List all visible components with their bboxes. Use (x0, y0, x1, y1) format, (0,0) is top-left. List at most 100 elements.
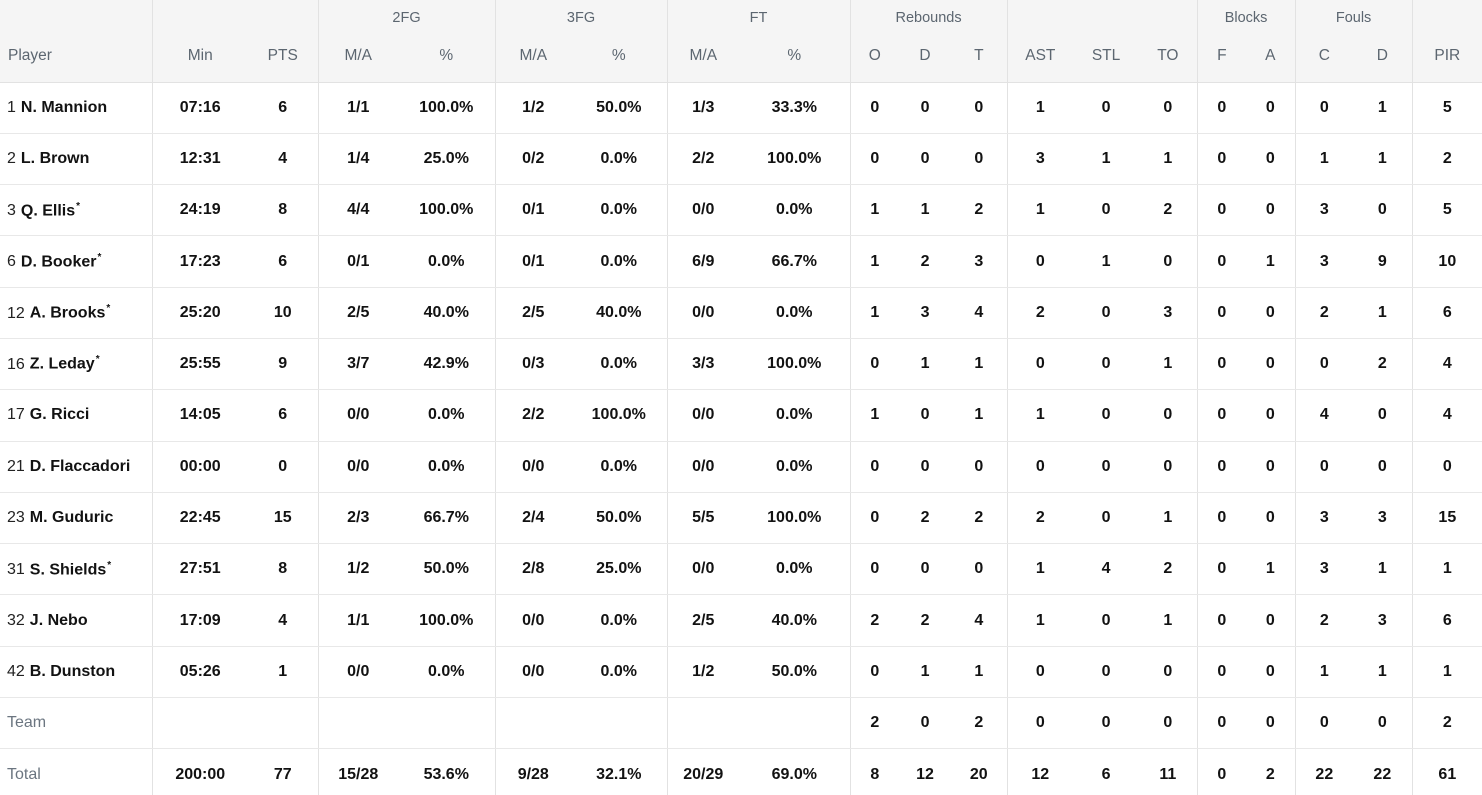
cell-2fg-pct: 100.0% (398, 594, 496, 647)
cell-reb-t: 0 (951, 441, 1008, 493)
cell-foul-c: 0 (1294, 697, 1354, 750)
player-name-cell: 31 S. Shields* (0, 543, 152, 596)
cell-min: 24:19 (151, 184, 248, 237)
row-label-cell: Total (0, 748, 152, 795)
col-header-min: Min (151, 30, 248, 83)
cell-stl: 0 (1073, 646, 1140, 699)
cell-pts: 6 (248, 389, 318, 442)
player-name: N. Mannion (20, 98, 108, 116)
cell-ast: 0 (1006, 646, 1074, 699)
player-name-cell: 23 M. Guduric (0, 492, 152, 545)
cell-blk-a: 0 (1246, 697, 1296, 750)
cell-blk-f: 0 (1196, 389, 1247, 442)
cell-to: 0 (1139, 235, 1198, 288)
group-header-2fg: 2FG (317, 0, 496, 30)
cell-foul-d: 1 (1353, 543, 1413, 596)
col-header-3fg-ma: M/A (494, 30, 572, 83)
cell-reb-d: 1 (899, 184, 952, 237)
player-number: 31 (7, 560, 25, 578)
col-header-2fg-ma: M/A (317, 30, 398, 83)
group-header-fouls: Fouls (1294, 0, 1413, 30)
player-row: 21 D. Flaccadori 00:00 0 0/0 0.0% 0/0 0.0% 0/0 0.… (0, 441, 1482, 493)
cell-blk-f: 0 (1196, 82, 1247, 134)
cell-blk-a: 1 (1246, 543, 1296, 596)
cell-blk-a: 0 (1246, 133, 1296, 186)
cell-pts: 10 (248, 287, 318, 339)
cell-2fg-ma: 1/1 (317, 594, 398, 647)
cell-2fg-ma: 1/4 (317, 133, 398, 186)
group-header-blank-mid (1006, 0, 1198, 30)
cell-reb-t: 0 (951, 82, 1008, 134)
cell-min: 12:31 (151, 133, 248, 186)
player-row: 31 S. Shields* 27:51 8 1/2 50.0% 2/8 25.0% 0/0 0.… (0, 543, 1482, 596)
group-header-rebounds: Rebounds (849, 0, 1008, 30)
cell-blk-f: 0 (1196, 133, 1247, 186)
cell-3fg-ma: 0/1 (494, 184, 572, 237)
cell-foul-d: 9 (1353, 235, 1413, 288)
col-header-blk-a: A (1246, 30, 1296, 83)
cell-blk-a: 0 (1246, 594, 1296, 647)
cell-blk-f: 0 (1196, 235, 1247, 288)
cell-ast: 1 (1006, 594, 1074, 647)
cell-blk-a: 0 (1246, 338, 1296, 391)
cell-3fg-ma: 2/4 (494, 492, 572, 545)
cell-2fg-pct: 53.6% (398, 748, 496, 795)
player-name-cell: 2 L. Brown (0, 133, 152, 186)
col-header-foul-d: D (1353, 30, 1413, 83)
cell-3fg-pct: 25.0% (571, 543, 668, 596)
cell-reb-t: 0 (951, 543, 1008, 596)
cell-3fg-pct: 50.0% (571, 492, 668, 545)
cell-3fg-pct: 0.0% (571, 594, 668, 647)
cell-3fg-pct: 0.0% (571, 441, 668, 493)
player-name-cell: 21 D. Flaccadori (0, 441, 152, 493)
cell-3fg-ma: 0/0 (494, 441, 572, 493)
cell-foul-d: 1 (1353, 133, 1413, 186)
cell-pts: 4 (248, 594, 318, 647)
cell-foul-c: 22 (1294, 748, 1354, 795)
cell-to: 0 (1139, 646, 1198, 699)
cell-reb-t: 2 (951, 492, 1008, 545)
cell-reb-o: 0 (849, 492, 900, 545)
cell-foul-c: 3 (1294, 492, 1354, 545)
cell-foul-d: 1 (1353, 82, 1413, 134)
player-number: 2 (7, 149, 16, 167)
cell-ft-pct: 40.0% (739, 594, 851, 647)
starter-mark: * (107, 559, 112, 571)
cell-reb-t: 2 (951, 697, 1008, 750)
cell-ft-ma: 0/0 (666, 287, 740, 339)
cell-2fg-ma: 2/5 (317, 287, 398, 339)
cell-pir: 10 (1411, 235, 1482, 288)
cell-2fg-ma: 15/28 (317, 748, 398, 795)
cell-ft-pct: 100.0% (739, 133, 851, 186)
cell-2fg-ma: 0/0 (317, 441, 398, 493)
cell-min: 25:20 (151, 287, 248, 339)
cell-foul-c: 3 (1294, 184, 1354, 237)
col-header-reb-t: T (951, 30, 1008, 83)
cell-ast: 0 (1006, 697, 1074, 750)
cell-3fg-ma: 2/2 (494, 389, 572, 442)
cell-to: 0 (1139, 441, 1198, 493)
cell-ft-ma: 3/3 (666, 338, 740, 391)
cell-pts: 6 (248, 235, 318, 288)
player-name: B. Dunston (29, 662, 116, 680)
cell-pts: 8 (248, 543, 318, 596)
cell-ast: 0 (1006, 441, 1074, 493)
cell-min: 00:00 (151, 441, 248, 493)
cell-ft-ma (666, 697, 740, 750)
cell-stl: 6 (1073, 748, 1140, 795)
cell-stl: 0 (1073, 492, 1140, 545)
cell-2fg-pct: 0.0% (398, 646, 496, 699)
cell-reb-o: 0 (849, 543, 900, 596)
cell-2fg-ma: 0/0 (317, 389, 398, 442)
cell-3fg-ma: 2/8 (494, 543, 572, 596)
cell-pir: 1 (1411, 543, 1482, 596)
cell-blk-f: 0 (1196, 492, 1247, 545)
player-name-cell: 16 Z. Leday* (0, 338, 152, 391)
col-header-reb-o: O (849, 30, 900, 83)
player-row: 6 D. Booker* 17:23 6 0/1 0.0% 0/1 0.0% 6/9 66.7% 1… (0, 235, 1482, 288)
cell-pir: 6 (1411, 594, 1482, 647)
cell-min: 05:26 (151, 646, 248, 699)
cell-ft-pct: 100.0% (739, 338, 851, 391)
cell-3fg-ma: 0/0 (494, 646, 572, 699)
